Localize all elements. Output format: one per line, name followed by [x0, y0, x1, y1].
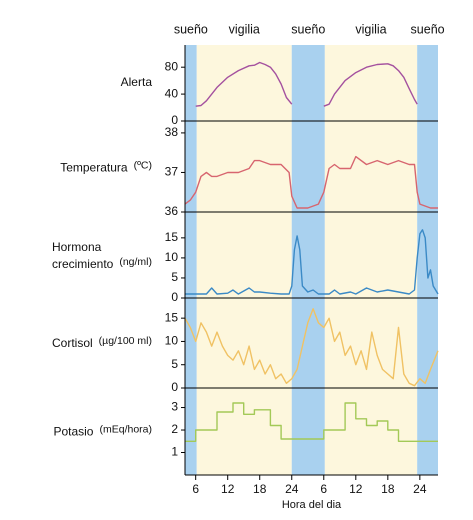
x-tick-label: 18: [253, 482, 267, 496]
phase-label: sueño: [291, 22, 325, 36]
y-tick-label: 38: [165, 125, 179, 139]
phase-label: sueño: [174, 22, 208, 36]
data-line: [184, 308, 439, 387]
unit-text: (ng/ml): [119, 256, 152, 268]
y-tick-label: 80: [165, 59, 179, 73]
phase-label: sueño: [411, 22, 445, 36]
unit-text: (mEq/hora): [99, 423, 152, 435]
y-tick-label: 5: [171, 270, 178, 284]
panel-label: Temperatura (ºC): [60, 159, 152, 174]
phase-label: vigilia: [355, 22, 386, 36]
data-line: [195, 61, 418, 107]
y-tick-label: 3: [171, 400, 178, 414]
y-tick-label: 37: [165, 165, 179, 179]
x-tick-label: 6: [320, 482, 327, 496]
y-tick-label: 10: [165, 250, 179, 264]
panel-label: Alerta: [121, 75, 153, 89]
x-tick-label: 18: [381, 482, 395, 496]
x-tick-label: 12: [221, 482, 235, 496]
y-tick-label: 2: [171, 422, 178, 436]
data-line: [184, 155, 438, 209]
label-text: crecimiento: [52, 257, 114, 271]
y-tick-label: 0: [171, 290, 178, 304]
data-line: [185, 229, 439, 295]
unit-text: (ºC): [134, 159, 152, 171]
panel-label: Potasio (mEq/hora): [53, 423, 152, 438]
y-tick-label: 15: [165, 230, 179, 244]
label-text: Temperatura: [60, 161, 128, 175]
panel-label: Hormona: [52, 240, 102, 254]
x-tick-label: 24: [285, 482, 299, 496]
y-tick-label: 0: [171, 113, 178, 127]
phase-band: [291, 45, 325, 475]
y-tick-label: 36: [165, 204, 179, 218]
y-tick-label: 1: [171, 445, 178, 459]
data-line: [185, 402, 438, 442]
x-tick-label: 24: [413, 482, 427, 496]
y-tick-label: 10: [165, 334, 179, 348]
unit-text: (µg/100 ml): [99, 335, 152, 347]
phase-band: [324, 45, 418, 475]
y-tick-label: 40: [165, 86, 179, 100]
x-tick-label: 6: [192, 482, 199, 496]
x-axis-label: Hora del dia: [282, 499, 342, 511]
phase-band: [417, 45, 438, 475]
y-tick-label: 15: [165, 310, 179, 324]
panel-label: crecimiento (ng/ml): [52, 256, 152, 271]
panel-label: Cortisol (µg/100 ml): [52, 335, 152, 350]
label-text: Potasio: [53, 425, 93, 439]
label-text: Cortisol: [52, 336, 93, 350]
y-tick-label: 5: [171, 357, 178, 371]
label-text: Alerta: [121, 75, 153, 89]
phase-band: [185, 45, 197, 475]
phase-label: vigilia: [229, 22, 260, 36]
x-tick-label: 12: [349, 482, 363, 496]
y-tick-label: 0: [171, 380, 178, 394]
